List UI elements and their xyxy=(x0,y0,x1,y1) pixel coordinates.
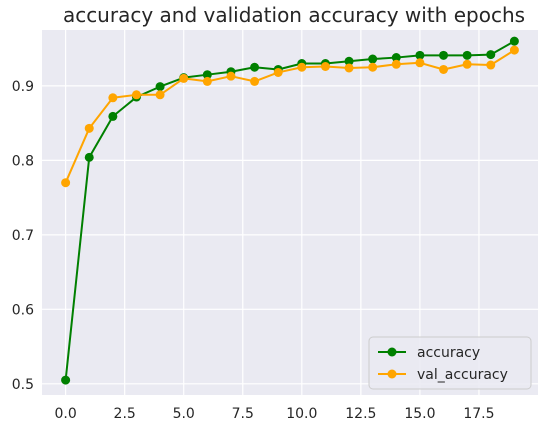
legend: accuracy val_accuracy xyxy=(368,336,532,390)
grid xyxy=(42,30,538,395)
data-point xyxy=(368,62,378,72)
series-layer xyxy=(61,36,519,385)
series-val-accuracy xyxy=(61,45,519,188)
x-tick-label: 17.5 xyxy=(463,406,494,422)
data-point xyxy=(439,64,449,74)
data-point xyxy=(61,178,71,188)
data-point xyxy=(108,111,118,121)
data-point xyxy=(108,93,118,103)
data-point xyxy=(61,375,71,385)
data-point xyxy=(462,50,472,60)
x-tick-label: 15.0 xyxy=(404,406,435,422)
data-point xyxy=(391,59,401,69)
x-tick-label: 5.0 xyxy=(173,406,195,422)
legend-marker xyxy=(387,347,397,357)
x-tick-label: 0.0 xyxy=(54,406,76,422)
data-point xyxy=(155,82,165,92)
data-point xyxy=(131,90,141,100)
x-tick-label: 12.5 xyxy=(345,406,376,422)
legend-marker xyxy=(387,369,397,379)
data-point xyxy=(509,36,519,46)
data-point xyxy=(439,50,449,60)
data-point xyxy=(202,76,212,86)
data-point xyxy=(320,62,330,71)
x-tick-label: 2.5 xyxy=(114,406,136,422)
data-point xyxy=(273,67,283,77)
legend-box xyxy=(368,336,532,390)
data-point xyxy=(250,62,260,72)
x-tick-label: 10.0 xyxy=(286,406,317,422)
data-point xyxy=(486,60,496,70)
data-point xyxy=(297,62,307,72)
chart-title: accuracy and validation accuracy with ep… xyxy=(63,3,525,27)
legend-label: accuracy xyxy=(417,345,480,361)
y-tick-label: 0.6 xyxy=(12,302,34,318)
data-point xyxy=(84,152,94,162)
data-point xyxy=(155,90,165,100)
legend-label: val_accuracy xyxy=(417,367,508,383)
data-point xyxy=(391,53,401,63)
axis-ticks: 0.5 0.6 0.7 0.8 0.9 0.0 2.5 5.0 7.5 10.0 12.5 15.0 1… xyxy=(12,79,495,422)
data-point xyxy=(179,73,189,83)
data-point xyxy=(415,50,425,60)
data-point xyxy=(462,59,472,69)
y-tick-label: 0.7 xyxy=(12,228,34,244)
data-point xyxy=(415,58,425,68)
data-point xyxy=(344,63,354,73)
data-point xyxy=(226,71,236,81)
data-point xyxy=(250,76,260,86)
data-point xyxy=(344,56,354,66)
data-point xyxy=(486,50,496,60)
y-tick-label: 0.9 xyxy=(12,79,34,95)
y-tick-label: 0.5 xyxy=(12,377,34,393)
y-tick-label: 0.8 xyxy=(12,153,34,169)
data-point xyxy=(202,70,212,80)
data-point xyxy=(84,123,94,133)
x-tick-label: 7.5 xyxy=(232,406,254,422)
data-point xyxy=(368,54,378,64)
data-point xyxy=(509,45,519,55)
